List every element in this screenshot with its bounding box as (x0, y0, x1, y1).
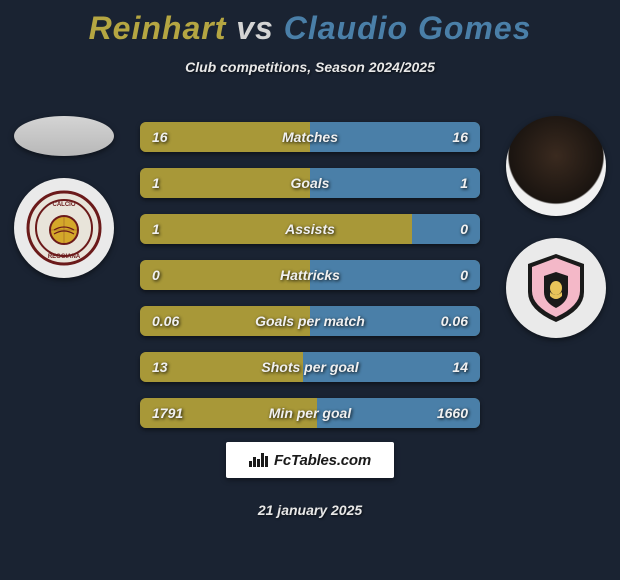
stat-bar-left (140, 352, 303, 382)
stat-bar-right (310, 168, 480, 198)
stat-bar-left (140, 122, 310, 152)
player1-photo (14, 116, 114, 156)
stat-bar-right (303, 352, 480, 382)
stat-bar-left (140, 214, 412, 244)
stat-row: 0.060.06Goals per match (140, 306, 480, 336)
stat-bar-right (310, 260, 480, 290)
date-line: 21 january 2025 (0, 502, 620, 518)
stat-bar-right (317, 398, 480, 428)
right-avatars (506, 116, 606, 338)
stat-row: 1314Shots per goal (140, 352, 480, 382)
stat-bar-right (310, 122, 480, 152)
stat-row: 11Goals (140, 168, 480, 198)
player2-club-badge (506, 238, 606, 338)
subtitle: Club competitions, Season 2024/2025 (0, 59, 620, 75)
palermo-badge-icon (516, 248, 596, 328)
stat-row: 1616Matches (140, 122, 480, 152)
stats-bars: 1616Matches 11Goals 10Assists 00Hattricks 0.… (140, 122, 480, 444)
player2-photo (506, 116, 606, 216)
stat-bar-left (140, 306, 310, 336)
stat-bar-right (412, 214, 480, 244)
vs-label: vs (236, 10, 274, 46)
player1-name: Reinhart (89, 10, 227, 46)
comparison-title: Reinhart vs Claudio Gomes (0, 0, 620, 47)
stat-bar-left (140, 260, 310, 290)
stat-bar-left (140, 398, 317, 428)
stat-row: 17911660Min per goal (140, 398, 480, 428)
player1-club-badge: CALCIO REGGIANA (14, 178, 114, 278)
stat-row: 00Hattricks (140, 260, 480, 290)
reggiana-badge-icon: CALCIO REGGIANA (24, 188, 104, 268)
fctables-logo: FcTables.com (226, 442, 394, 478)
svg-text:CALCIO: CALCIO (53, 202, 76, 208)
stat-row: 10Assists (140, 214, 480, 244)
stat-bar-left (140, 168, 310, 198)
left-avatars: CALCIO REGGIANA (14, 116, 114, 278)
player2-name: Claudio Gomes (284, 10, 532, 46)
fctables-text: FcTables.com (274, 452, 371, 469)
stat-bar-right (310, 306, 480, 336)
svg-text:REGGIANA: REGGIANA (48, 254, 81, 260)
chart-bars-icon (249, 453, 268, 467)
